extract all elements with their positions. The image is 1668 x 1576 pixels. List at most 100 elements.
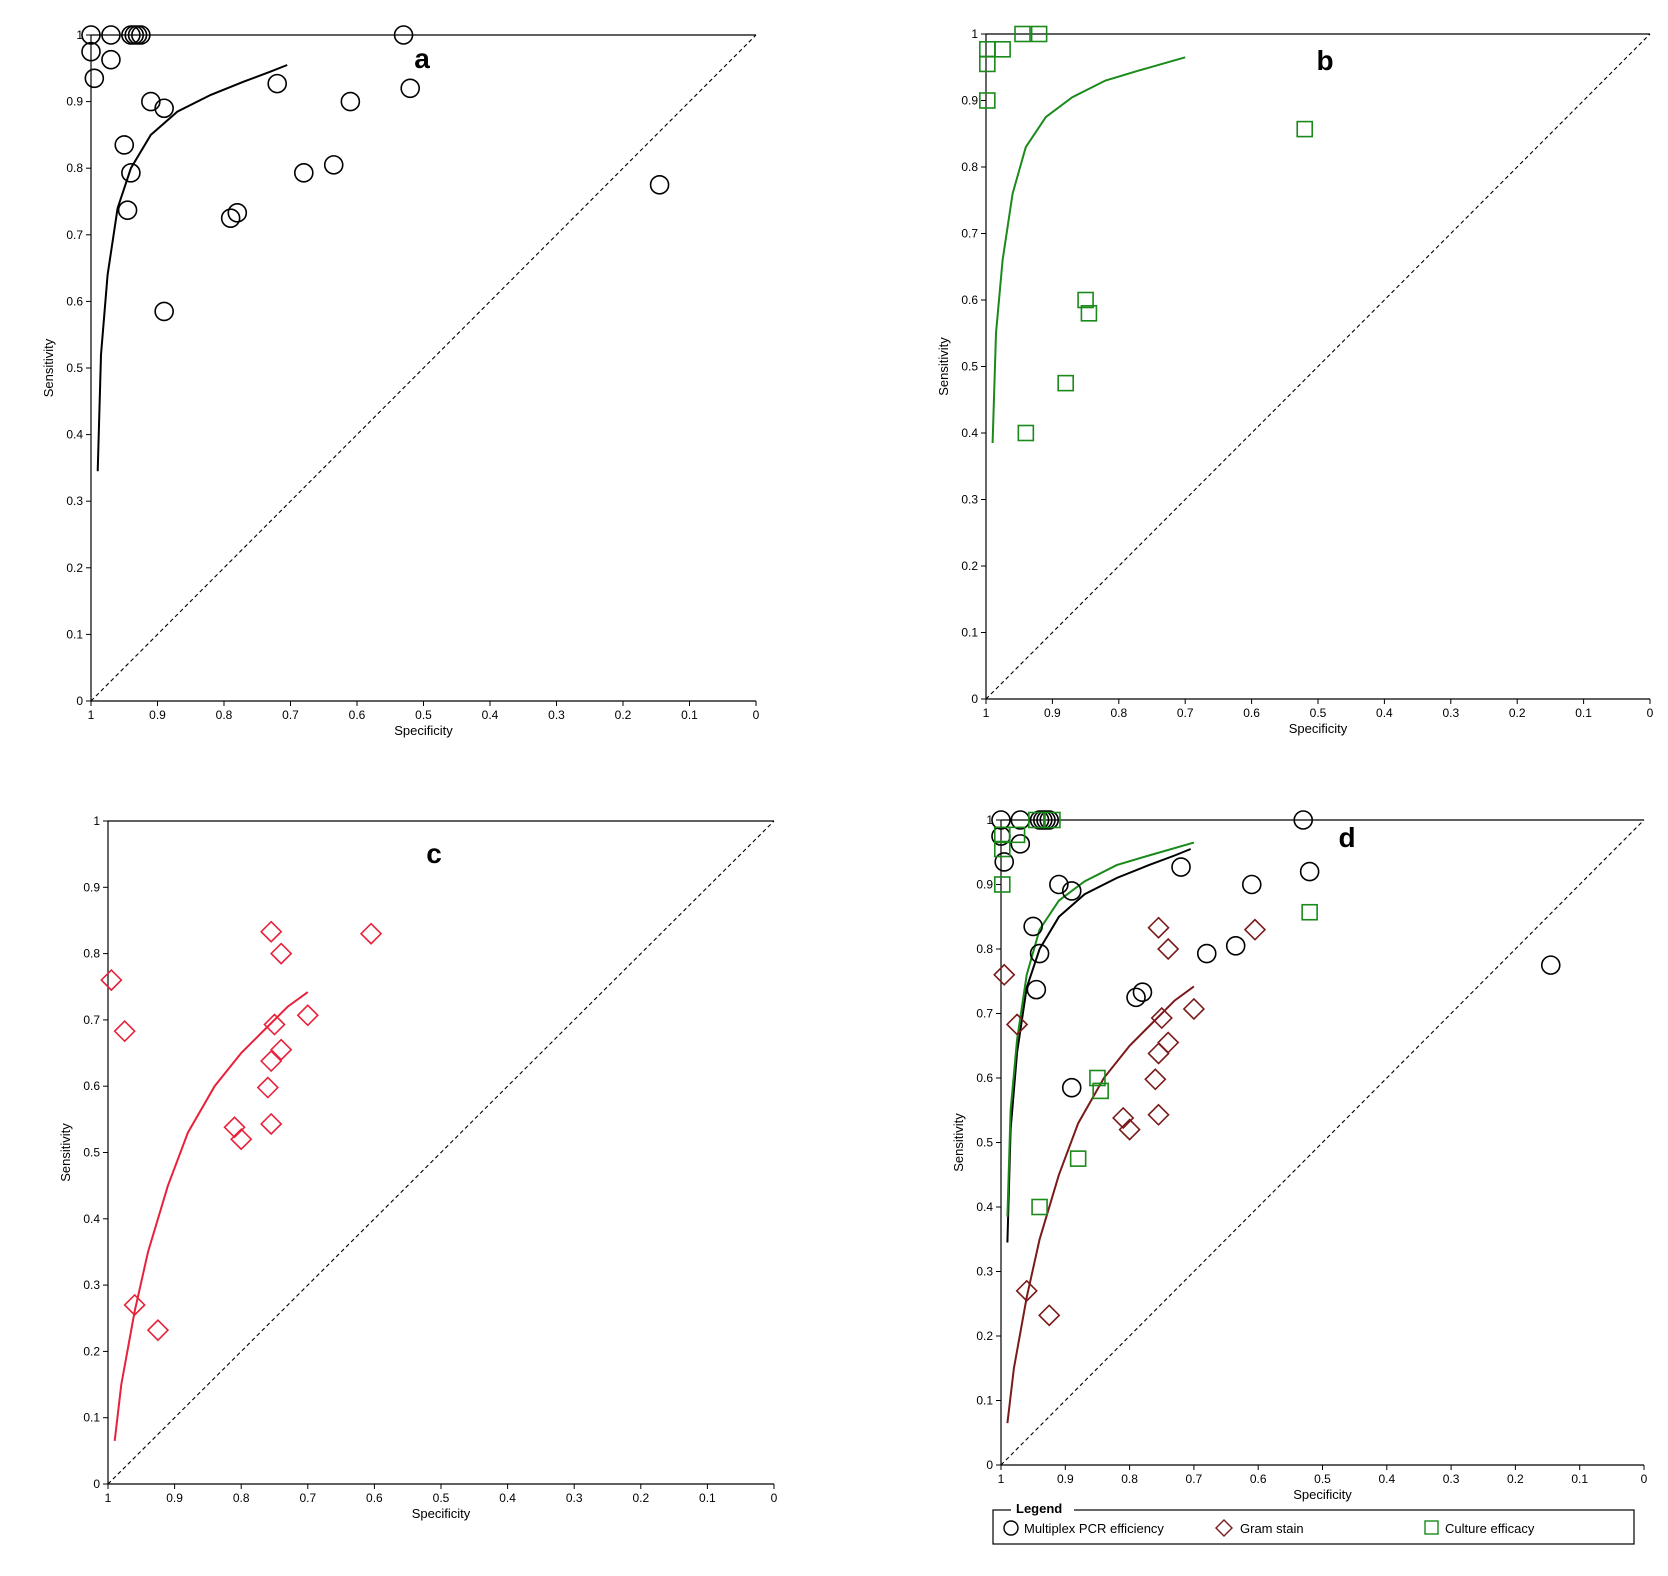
data-point-culture [1069,1150,1087,1167]
x-tick-label: 1 [88,708,95,722]
data-point-pcr [101,25,121,45]
data-point-gram [1118,1118,1141,1141]
y-axis-title: Sensitivity [41,338,56,397]
data-point-pcr [293,163,314,183]
legend-circle-marker [1003,1520,1019,1536]
sroc-curve-gram [1006,985,1195,1424]
data-point-pcr [1196,943,1217,964]
series-culture [979,25,1314,442]
sroc-curve-pcr [96,64,288,472]
series-gram [993,916,1267,1327]
x-tick-label: 0.8 [1121,1472,1138,1486]
x-tick-label: 0.8 [233,1491,250,1505]
data-point-pcr [141,91,161,112]
data-point-pcr [1241,874,1262,895]
x-tick-label: 0.6 [1243,706,1260,720]
data-point-gram [270,1038,293,1061]
data-point-gram [359,922,383,945]
data-point-culture [1031,1198,1048,1216]
y-tick-label: 0.1 [83,1411,100,1425]
legend: Legend Multiplex PCR efficiency Gram sta… [992,1501,1635,1545]
data-point-culture [979,55,996,73]
data-point-pcr [1171,857,1191,877]
y-tick-label: 0.6 [83,1079,100,1093]
data-point-pcr [1225,935,1246,956]
data-point-gram [263,1013,286,1036]
data-point-pcr [117,200,138,220]
data-point-pcr [340,91,361,112]
data-point-gram [1038,1304,1061,1327]
data-point-gram [1157,937,1180,961]
x-tick-label: 0.1 [1571,1472,1588,1486]
data-point-gram [296,1004,319,1027]
y-tick-label: 0.9 [66,95,83,109]
panel-d: 0 0 0.1 0.1 0.2 0.2 0.3 0.3 0.4 0.4 0.5 0.5 0.6 0.6 0.… [951,810,1648,1502]
y-tick-label: 1 [971,27,978,41]
data-point-pcr [1132,982,1153,1003]
y-tick-label: 0.3 [976,1265,993,1279]
data-point-culture [1092,1082,1109,1100]
legend-label-culture: Culture efficacy [1445,1521,1535,1536]
y-tick-label: 0.2 [66,561,83,575]
x-tick-label: 0.3 [548,708,565,722]
y-axis-title: Sensitivity [936,337,951,396]
data-point-gram [270,942,293,965]
data-point-gram [1112,1106,1135,1130]
legend-label-pcr: Multiplex PCR efficiency [1024,1521,1164,1536]
legend-item-pcr: Multiplex PCR efficiency [1003,1520,1164,1536]
data-point-culture [1296,120,1314,138]
y-tick-label: 0.3 [83,1278,100,1292]
y-tick-label: 0.7 [961,227,978,241]
x-tick-label: 0.5 [1310,706,1327,720]
x-tick-label: 0.8 [1110,706,1127,720]
x-tick-label: 0.7 [1186,1472,1203,1486]
x-tick-label: 0.7 [299,1491,316,1505]
data-point-pcr [121,163,141,183]
data-point-pcr [1061,881,1082,901]
x-axis-title: Specificity [412,1506,471,1521]
x-tick-label: 0.9 [166,1491,183,1505]
x-tick-label: 0.1 [1575,706,1592,720]
y-tick-label: 0.1 [976,1394,993,1408]
sroc-curve-culture [1006,841,1195,1217]
x-tick-label: 0.9 [1044,706,1061,720]
y-tick-label: 0.5 [976,1136,993,1150]
data-point-gram [260,1112,283,1136]
legend-title-bg [1011,1502,1074,1518]
y-tick-label: 0.8 [961,160,978,174]
legend-label-gram: Gram stain [1240,1521,1304,1536]
data-point-pcr [84,68,105,89]
y-tick-label: 0.5 [66,361,83,375]
data-point-pcr [994,852,1015,872]
data-point-gram [260,1049,283,1073]
x-tick-label: 0.6 [349,708,366,722]
data-point-pcr [267,73,288,94]
x-tick-label: 0.2 [1509,706,1526,720]
y-tick-label: 0.1 [66,627,83,641]
data-point-culture [1077,291,1094,309]
y-tick-label: 0.9 [961,94,978,108]
sroc-curve-culture [991,56,1186,444]
data-point-pcr [81,41,101,62]
panel-b: 0 0 0.1 0.1 0.2 0.2 0.3 0.3 0.4 0.4 0.5 0.5 0.6 0.6 0.… [936,25,1654,736]
data-point-gram [223,1116,246,1139]
y-tick-label: 0.3 [66,494,83,508]
data-point-culture [1028,811,1045,829]
y-tick-label: 0.4 [83,1212,100,1226]
data-point-pcr [323,155,344,175]
x-tick-label: 0.6 [1250,1472,1267,1486]
data-point-gram [1015,1279,1038,1302]
data-point-culture [1017,424,1035,442]
data-point-gram [1150,1006,1173,1030]
panel-label: a [414,43,430,74]
series-pcr [81,25,670,322]
data-point-gram [230,1128,253,1151]
y-tick-label: 0.2 [976,1329,993,1343]
data-point-pcr [131,25,151,45]
y-tick-label: 0.2 [961,559,978,573]
y-tick-label: 1 [93,814,100,828]
data-point-pcr [114,135,135,155]
data-point-culture [1014,25,1031,43]
data-point-gram [1243,918,1267,941]
reference-diagonal [1000,819,1645,1466]
